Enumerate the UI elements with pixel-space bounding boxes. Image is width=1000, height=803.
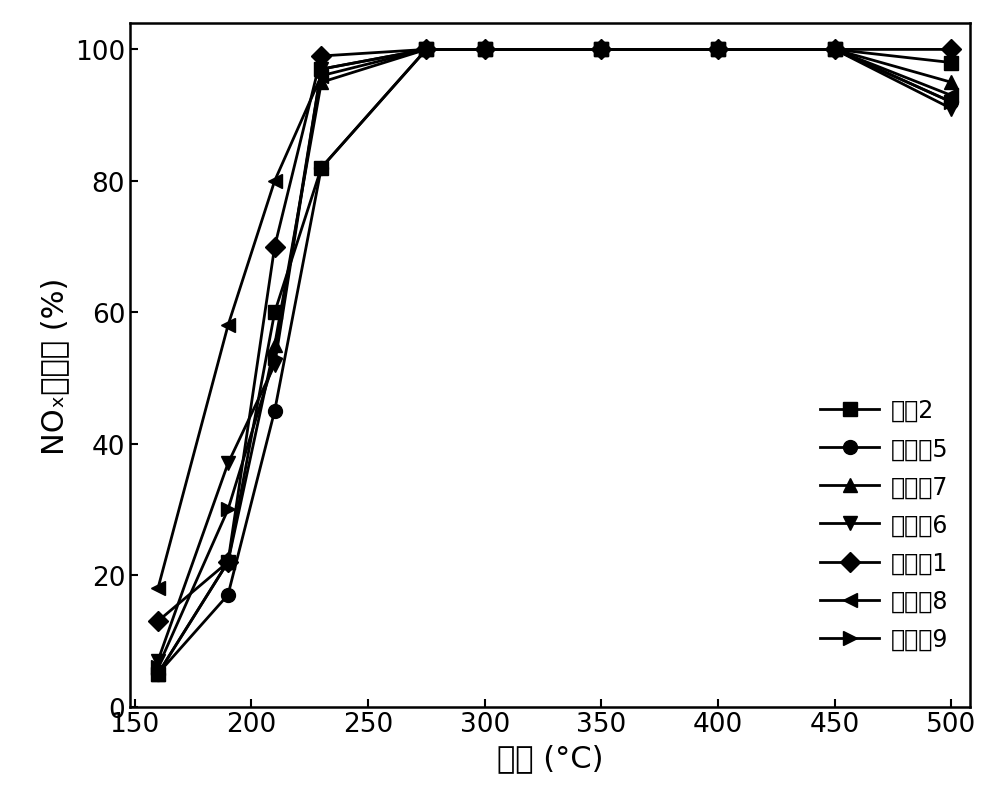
实施例8 (712, 46, 724, 55)
实施例6 (479, 46, 491, 55)
实施例6 (595, 46, 607, 55)
Line: 实施例6: 实施例6 (151, 43, 958, 667)
实施例7 (595, 46, 607, 55)
对比2 (152, 669, 164, 679)
Line: 实施例9: 实施例9 (151, 43, 958, 675)
实施例7 (829, 46, 841, 55)
实施例7 (315, 79, 327, 88)
实施例8 (479, 46, 491, 55)
实施例8 (945, 92, 957, 101)
实施例9 (152, 662, 164, 672)
实施例9 (269, 354, 281, 364)
实施例9 (315, 65, 327, 75)
对比2 (420, 46, 432, 55)
Line: 对比2: 对比2 (151, 43, 958, 681)
实施例8 (595, 46, 607, 55)
实施例6 (152, 656, 164, 666)
实施例1 (152, 617, 164, 626)
实施例6 (222, 459, 234, 469)
实施例1 (315, 52, 327, 62)
实施例5 (712, 46, 724, 55)
实施例5 (479, 46, 491, 55)
Line: 实施例1: 实施例1 (151, 43, 958, 628)
实施例5 (315, 164, 327, 173)
实施例6 (945, 104, 957, 114)
实施例6 (315, 65, 327, 75)
实施例8 (222, 321, 234, 331)
实施例8 (152, 584, 164, 593)
实施例9 (222, 505, 234, 515)
实施例7 (712, 46, 724, 55)
实施例9 (829, 46, 841, 55)
实施例1 (712, 46, 724, 55)
Line: 实施例8: 实施例8 (151, 43, 958, 596)
Legend: 对比2, 实施例5, 实施例7, 实施例6, 实施例1, 实施例8, 实施例9: 对比2, 实施例5, 实施例7, 实施例6, 实施例1, 实施例8, 实施例9 (811, 389, 958, 661)
X-axis label: 温度 (°C): 温度 (°C) (497, 743, 603, 772)
实施例8 (829, 46, 841, 55)
实施例8 (420, 46, 432, 55)
Y-axis label: NOₓ转化率 (%): NOₓ转化率 (%) (40, 277, 69, 454)
实施例1 (222, 557, 234, 567)
实施例6 (712, 46, 724, 55)
实施例5 (945, 98, 957, 108)
实施例5 (595, 46, 607, 55)
实施例1 (945, 46, 957, 55)
对比2 (269, 308, 281, 318)
实施例1 (269, 243, 281, 252)
实施例7 (222, 557, 234, 567)
Line: 实施例7: 实施例7 (151, 43, 958, 681)
实施例9 (479, 46, 491, 55)
对比2 (479, 46, 491, 55)
对比2 (222, 557, 234, 567)
对比2 (595, 46, 607, 55)
实施例6 (269, 361, 281, 370)
实施例8 (315, 71, 327, 81)
实施例9 (595, 46, 607, 55)
对比2 (829, 46, 841, 55)
对比2 (712, 46, 724, 55)
实施例9 (712, 46, 724, 55)
实施例9 (420, 46, 432, 55)
对比2 (945, 59, 957, 68)
实施例5 (269, 406, 281, 416)
实施例1 (829, 46, 841, 55)
实施例1 (479, 46, 491, 55)
实施例7 (945, 79, 957, 88)
实施例7 (420, 46, 432, 55)
实施例7 (152, 669, 164, 679)
实施例1 (595, 46, 607, 55)
实施例8 (269, 177, 281, 186)
实施例9 (945, 98, 957, 108)
Line: 实施例5: 实施例5 (151, 43, 958, 681)
对比2 (315, 164, 327, 173)
实施例5 (420, 46, 432, 55)
实施例5 (222, 590, 234, 600)
实施例5 (152, 669, 164, 679)
实施例5 (829, 46, 841, 55)
实施例7 (479, 46, 491, 55)
实施例6 (420, 46, 432, 55)
实施例6 (829, 46, 841, 55)
实施例7 (269, 340, 281, 350)
实施例1 (420, 46, 432, 55)
